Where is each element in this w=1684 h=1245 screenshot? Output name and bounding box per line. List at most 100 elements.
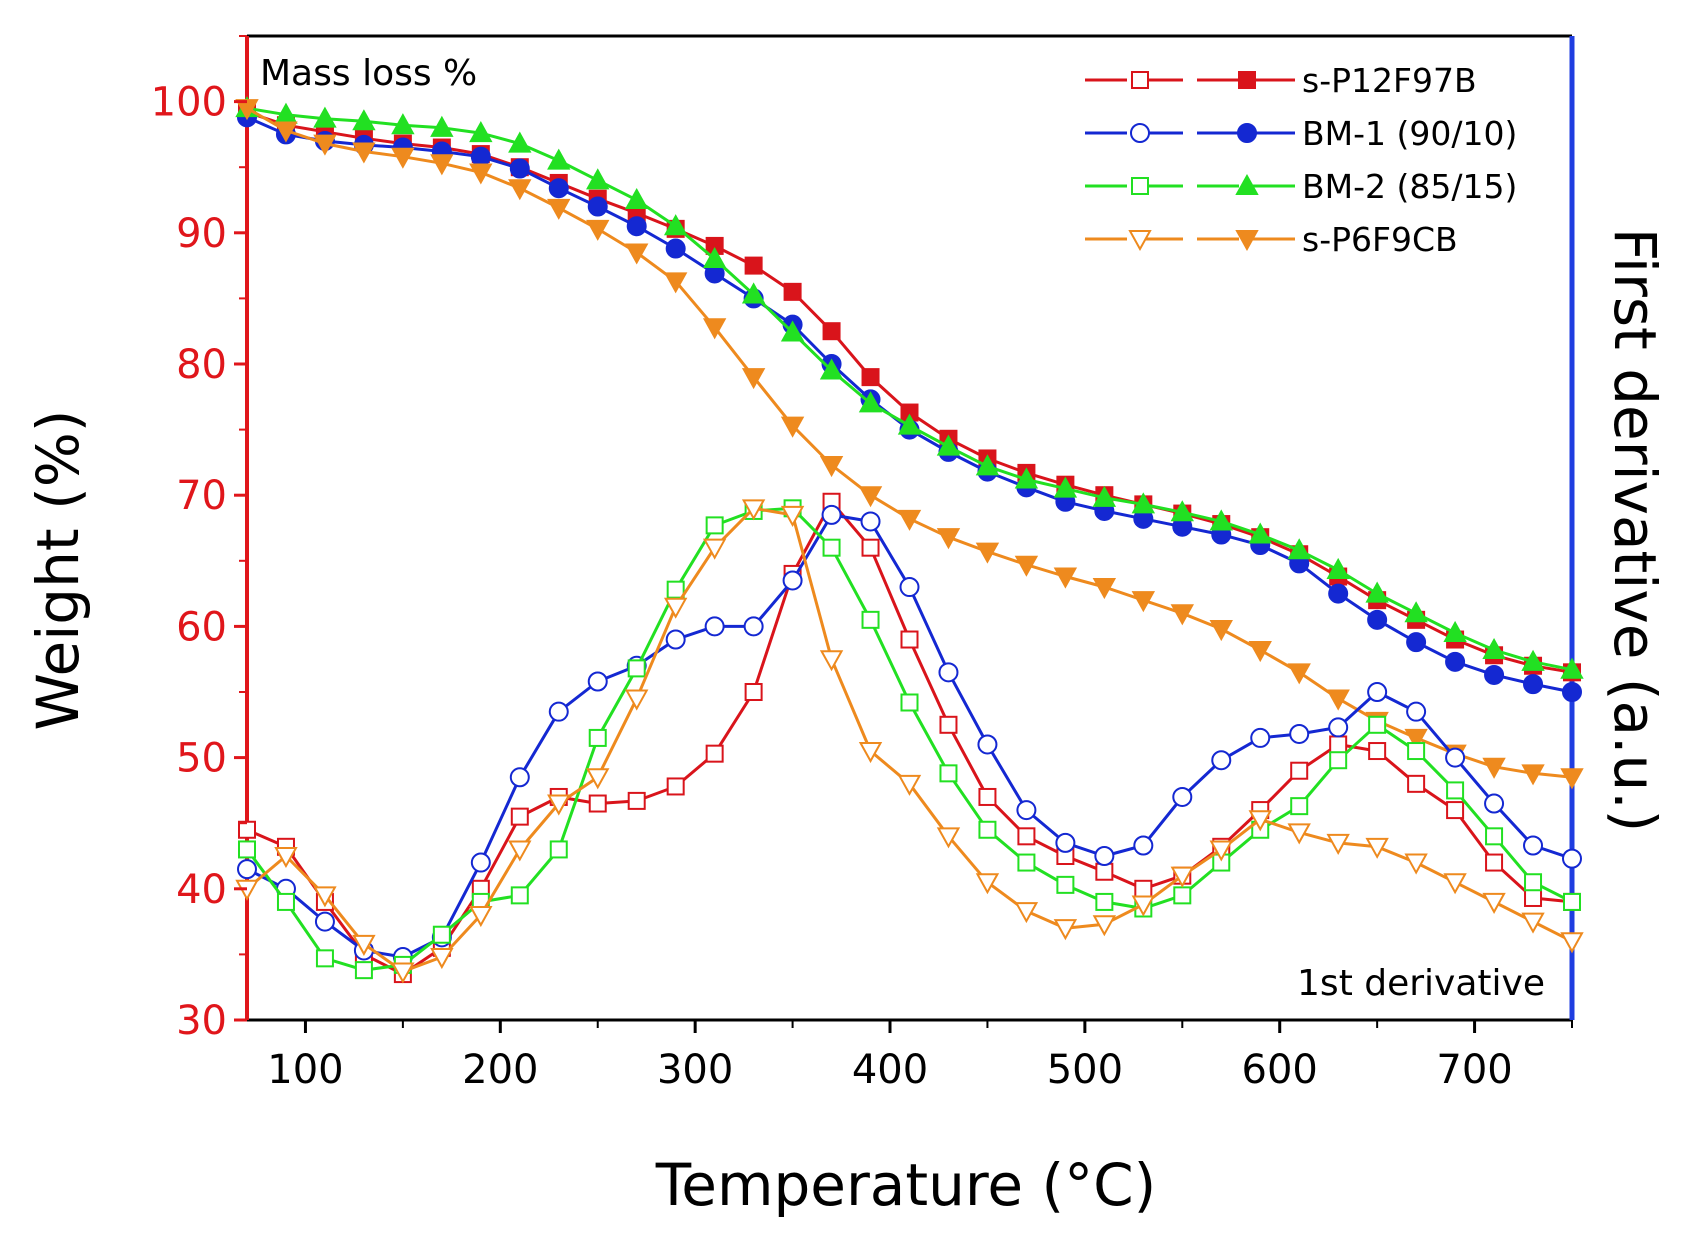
data-point	[1328, 717, 1349, 738]
data-point	[938, 662, 959, 683]
data-point	[860, 511, 881, 532]
legend-marker-open	[1128, 230, 1152, 252]
data-point	[627, 791, 646, 810]
legend-marker-open	[1131, 177, 1149, 195]
data-point	[1404, 728, 1428, 750]
data-point	[1287, 823, 1311, 845]
y-tick-label: 90	[176, 211, 227, 257]
data-point	[1290, 797, 1309, 816]
data-point	[1485, 827, 1504, 846]
series-derivative-7	[235, 499, 1584, 984]
data-point	[586, 768, 610, 790]
data-point	[1326, 689, 1350, 711]
legend-marker-filled	[1235, 230, 1259, 252]
data-point	[1524, 873, 1543, 892]
x-tick-label: 400	[852, 1047, 928, 1093]
data-point	[1560, 768, 1584, 790]
data-point	[1133, 835, 1154, 856]
data-point	[508, 840, 532, 862]
x-tick-label: 200	[462, 1047, 538, 1093]
data-point	[1014, 555, 1039, 577]
data-point	[1092, 485, 1117, 507]
data-point	[1211, 750, 1232, 771]
data-point	[1560, 657, 1584, 679]
data-point	[315, 949, 334, 968]
data-point	[1014, 467, 1039, 489]
data-point	[469, 163, 493, 185]
data-point	[1523, 674, 1544, 695]
data-point	[508, 131, 532, 153]
data-point	[1250, 727, 1271, 748]
data-point	[549, 840, 568, 859]
data-point	[1094, 846, 1115, 866]
y-tick-label: 100	[151, 80, 227, 126]
legend-marker-filled	[1235, 173, 1259, 195]
data-point	[391, 147, 415, 169]
data-point	[975, 542, 1000, 564]
data-point	[1287, 663, 1311, 685]
data-point	[1407, 774, 1426, 793]
data-point	[1563, 892, 1581, 911]
legend-marker-filled	[1238, 71, 1256, 89]
data-point	[238, 820, 256, 839]
data-point	[237, 859, 257, 880]
data-point	[936, 434, 961, 456]
data-point	[626, 216, 647, 237]
data-point	[1017, 827, 1036, 846]
data-point	[897, 509, 922, 531]
data-point	[1404, 853, 1428, 875]
data-point	[588, 728, 607, 747]
data-point	[1248, 810, 1272, 832]
data-point	[432, 925, 451, 944]
data-point	[897, 774, 922, 796]
data-point	[821, 504, 842, 525]
data-point	[1521, 649, 1545, 671]
series-weight-3	[235, 99, 1584, 790]
y-axis-title-left: Weight (%)	[24, 410, 92, 731]
data-point	[274, 121, 298, 143]
data-point	[587, 196, 608, 217]
data-point	[1329, 735, 1348, 754]
data-point	[1482, 637, 1506, 660]
data-point	[939, 715, 958, 734]
data-point	[352, 142, 376, 164]
data-point	[1367, 682, 1388, 702]
data-point	[822, 538, 841, 557]
data-point	[313, 134, 337, 156]
data-point	[1209, 620, 1233, 642]
data-point	[1056, 875, 1075, 894]
data-point	[1562, 848, 1582, 869]
y-tick-label: 30	[176, 998, 227, 1044]
data-point	[900, 693, 919, 712]
data-point	[313, 886, 337, 908]
data-point	[1446, 801, 1465, 820]
data-point	[978, 820, 997, 839]
data-point	[1092, 915, 1117, 937]
data-point	[276, 892, 295, 911]
data-point	[1521, 912, 1545, 934]
y-tick-label: 60	[176, 604, 227, 650]
data-point	[858, 486, 883, 508]
data-point	[858, 391, 883, 413]
data-point	[508, 179, 532, 201]
data-point	[547, 148, 571, 170]
data-point	[1445, 747, 1466, 768]
data-point	[1209, 840, 1233, 862]
data-point	[743, 616, 764, 637]
data-point	[819, 358, 844, 380]
data-point	[939, 764, 958, 783]
data-point	[547, 198, 571, 220]
data-point	[975, 454, 1000, 476]
data-point	[1055, 832, 1076, 853]
data-point	[354, 961, 373, 980]
legend-item: BM-2 (85/15)	[1085, 167, 1517, 206]
data-point	[586, 168, 610, 190]
data-point	[1092, 578, 1117, 600]
data-point	[780, 505, 805, 527]
data-point	[1484, 664, 1505, 685]
data-point	[588, 794, 607, 813]
data-point	[509, 158, 530, 179]
data-point	[663, 272, 688, 294]
data-point	[1368, 715, 1387, 734]
legend-label: BM-2 (85/15)	[1302, 167, 1517, 206]
